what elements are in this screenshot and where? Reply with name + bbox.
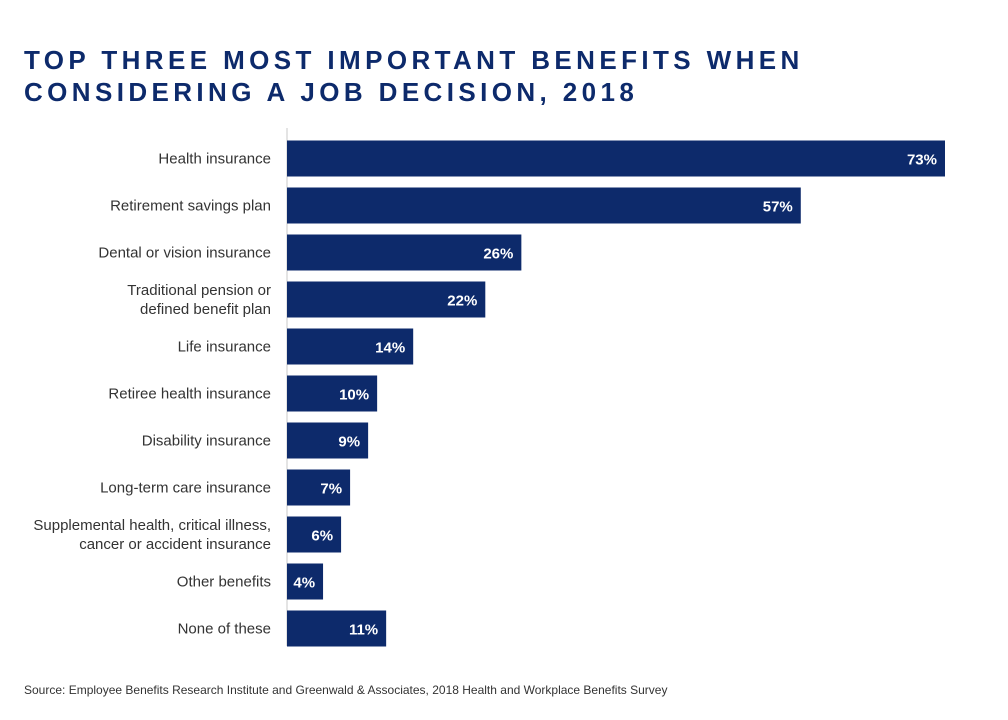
chart-title-line-1: TOP THREE MOST IMPORTANT BENEFITS WHEN bbox=[24, 45, 804, 75]
bar-value-label: 4% bbox=[293, 575, 315, 592]
bar-value-label: 73% bbox=[907, 152, 937, 169]
bar bbox=[287, 234, 522, 271]
bar bbox=[287, 187, 801, 224]
bar bbox=[287, 563, 324, 600]
bar-value-label: 26% bbox=[483, 246, 513, 263]
bar bbox=[287, 375, 378, 412]
source-note: Source: Employee Benefits Research Insti… bbox=[24, 683, 668, 697]
chart-title-line-2: CONSIDERING A JOB DECISION, 2018 bbox=[24, 77, 639, 107]
category-label: Supplemental health, critical illness, ca… bbox=[33, 517, 271, 553]
category-label: Traditional pension or defined benefit pl… bbox=[127, 282, 271, 318]
category-label: Life insurance bbox=[178, 339, 271, 356]
bar bbox=[287, 516, 342, 553]
category-label: Health insurance bbox=[158, 151, 271, 168]
bar bbox=[287, 328, 414, 365]
category-label: Retiree health insurance bbox=[108, 386, 271, 403]
category-label: Other benefits bbox=[177, 574, 271, 591]
bar bbox=[287, 610, 387, 647]
bar bbox=[287, 469, 351, 506]
bar-chart: 73% Health insurance 57% Retirement savings… bbox=[33, 128, 945, 647]
bar bbox=[287, 422, 369, 459]
bar-value-label: 57% bbox=[763, 199, 793, 216]
bar-value-label: 10% bbox=[339, 387, 369, 404]
category-label: Retirement savings plan bbox=[110, 198, 271, 215]
bar-value-label: 7% bbox=[320, 481, 342, 498]
bar-value-label: 9% bbox=[338, 434, 360, 451]
bar-value-label: 14% bbox=[375, 340, 405, 357]
bar bbox=[287, 281, 486, 318]
category-label: Dental or vision insurance bbox=[98, 245, 271, 262]
category-label: Disability insurance bbox=[142, 433, 271, 450]
bar-value-label: 11% bbox=[349, 622, 378, 639]
bar-value-label: 6% bbox=[311, 528, 333, 545]
bar bbox=[287, 140, 945, 177]
category-label: None of these bbox=[178, 621, 271, 638]
category-label: Long-term care insurance bbox=[100, 480, 271, 497]
chart-title: TOP THREE MOST IMPORTANT BENEFITS WHEN C… bbox=[24, 44, 984, 108]
bar-value-label: 22% bbox=[447, 293, 477, 310]
